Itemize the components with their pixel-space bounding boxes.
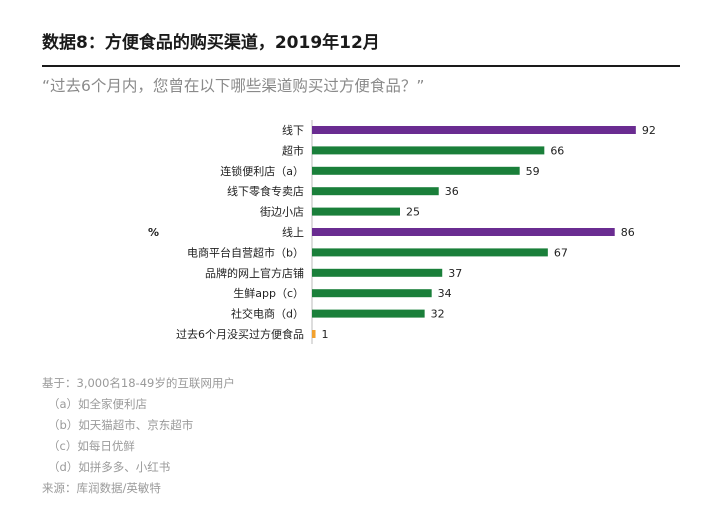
footnotes: 基于：3,000名18-49岁的互联网用户 （a）如全家便利店 （b）如天猫超市… [42,373,235,499]
unit-label: % [148,226,159,239]
value-label: 36 [445,185,459,198]
bar [312,330,316,338]
footnote-source: 来源：库润数据/英敏特 [42,481,161,495]
value-label: 1 [322,328,329,341]
category-label: 线下零食专卖店 [227,184,304,198]
footnote-a: （a）如全家便利店 [48,397,148,411]
category-label: 街边小店 [260,205,304,219]
bar [312,228,615,236]
footnote-c: （c）如每日优鲜 [48,439,135,453]
value-label: 66 [550,144,564,157]
category-label: 线上 [282,225,304,239]
category-label: 超市 [282,143,304,157]
category-label: 线下 [282,123,304,137]
footnote-d: （d）如拼多多、小红书 [48,460,171,474]
value-label: 25 [406,206,420,219]
category-label: 过去6个月没买过方便食品 [176,327,304,341]
bar [312,166,520,175]
category-label: 电商平台自营超市（b） [187,245,304,259]
value-label: 32 [431,308,445,321]
page-title: 数据8：方便食品的购买渠道，2019年12月 [42,33,380,53]
value-label: 92 [642,124,656,137]
bar [312,146,545,155]
footnote-base: 基于：3,000名18-49岁的互联网用户 [42,376,235,390]
category-label: 社交电商（d） [231,307,304,321]
bar [312,207,400,216]
bar [312,126,636,134]
title-divider [42,65,680,67]
survey-question: “过去6个月内，您曾在以下哪些渠道购买过方便食品？” [42,77,425,95]
bar [312,289,432,298]
category-label: 连锁便利店（a） [220,164,304,178]
value-label: 37 [448,267,462,280]
value-label: 59 [526,165,540,178]
bar-chart: % 线下 92 超市 66 连锁便利店（a） 59 线下零食专卖店 36 街边小店 25 线上 86 电… [148,120,656,344]
category-label: 生鲜app（c） [233,286,304,300]
category-label: 品牌的网上官方店铺 [205,266,304,280]
bar [312,268,443,277]
bar [312,309,425,318]
footnote-b: （b）如天猫超市、京东超市 [48,418,194,432]
bar [312,248,548,257]
value-label: 86 [621,226,635,239]
value-label: 34 [438,287,452,300]
bar [312,187,439,196]
value-label: 67 [554,246,568,259]
